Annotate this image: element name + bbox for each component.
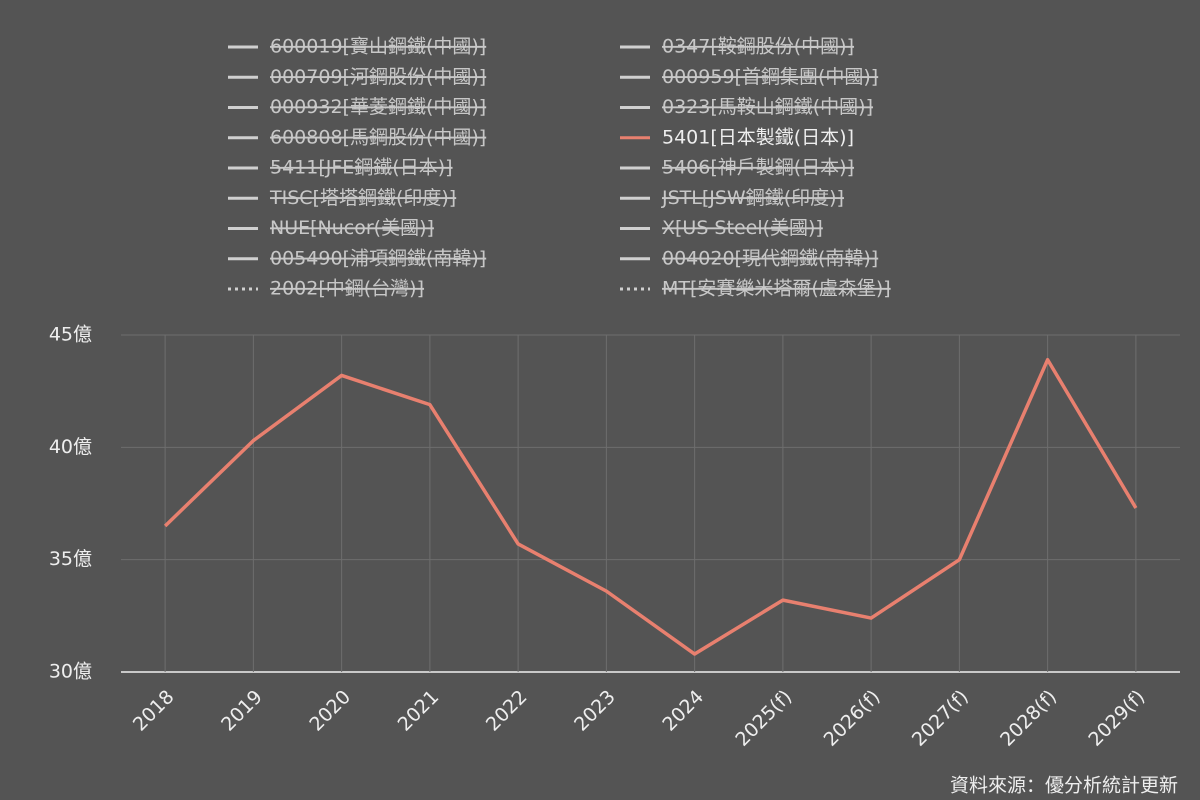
legend-label[interactable]: TISC[塔塔鋼鐵(印度)] <box>269 187 456 209</box>
y-tick-label: 35億 <box>49 548 92 570</box>
legend-label[interactable]: 005490[浦項鋼鐵(南韓)] <box>270 247 486 269</box>
legend-label[interactable]: 5406[神戶製鋼(日本)] <box>662 157 854 179</box>
legend-label[interactable]: 2002[中鋼(台灣)] <box>270 278 424 300</box>
legend-label[interactable]: X[US Steel(美國)] <box>662 217 823 239</box>
legend-label[interactable]: 0323[馬鞍山鋼鐵(中國)] <box>662 96 873 118</box>
x-tick-label: 2018 <box>129 686 179 736</box>
legend-label[interactable]: 004020[現代鋼鐵(南韓)] <box>662 247 878 269</box>
y-tick-label: 30億 <box>49 661 92 683</box>
x-tick-label: 2022 <box>482 686 532 736</box>
legend-label[interactable]: 000959[首鋼集團(中國)] <box>662 66 878 88</box>
x-tick-label: 2023 <box>570 686 620 736</box>
legend-label[interactable]: 0347[鞍鋼股份(中國)] <box>662 36 854 58</box>
x-tick-label: 2026(f) <box>820 686 885 751</box>
x-tick-label: 2020 <box>305 686 355 736</box>
y-tick-label: 45億 <box>49 324 92 346</box>
legend-label[interactable]: 5411[JFE鋼鐵(日本)] <box>270 157 453 179</box>
source-note: 資料來源：優分析統計更新 <box>950 775 1178 797</box>
legend-label[interactable]: 600019[寶山鋼鐵(中國)] <box>270 36 486 58</box>
x-tick-label: 2028(f) <box>996 686 1061 751</box>
legend-label[interactable]: JSTL[JSW鋼鐵(印度)] <box>661 187 844 209</box>
legend-label[interactable]: MT[安賽樂米塔爾(盧森堡)] <box>662 278 891 300</box>
x-tick-label: 2029(f) <box>1084 686 1149 751</box>
legend-label[interactable]: 000709[河鋼股份(中國)] <box>270 66 486 88</box>
legend-label[interactable]: 600808[馬鋼股份(中國)] <box>270 126 486 148</box>
legend-label[interactable]: 5401[日本製鐵(日本)] <box>662 126 854 148</box>
x-tick-label: 2019 <box>217 686 267 736</box>
x-tick-label: 2027(f) <box>908 686 973 751</box>
y-tick-label: 40億 <box>49 436 92 458</box>
x-tick-label: 2021 <box>394 686 444 736</box>
x-tick-label: 2024 <box>658 686 708 736</box>
legend-label[interactable]: 000932[華菱鋼鐵(中國)] <box>270 96 486 118</box>
legend-label[interactable]: NUE[Nucor(美國)] <box>270 217 434 239</box>
x-tick-label: 2025(f) <box>731 686 796 751</box>
series-line <box>163 357 1138 656</box>
